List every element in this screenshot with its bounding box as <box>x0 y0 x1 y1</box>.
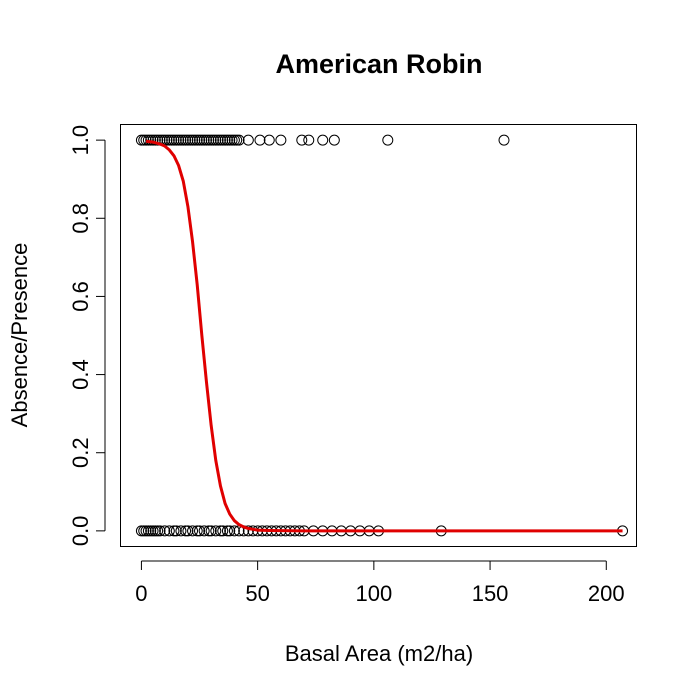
data-point <box>328 134 340 146</box>
fit-line <box>145 139 623 533</box>
data-point <box>224 525 236 537</box>
data-point <box>152 134 164 146</box>
data-point <box>214 134 226 146</box>
data-point <box>145 134 157 146</box>
data-point <box>154 525 166 537</box>
data-point <box>382 134 394 146</box>
data-point <box>203 134 215 146</box>
data-point <box>194 134 206 146</box>
data-points <box>135 134 629 537</box>
x-tick-label: 100 <box>355 581 392 606</box>
data-point <box>168 134 180 146</box>
data-point <box>135 525 147 537</box>
data-point <box>231 134 243 146</box>
data-point <box>175 525 187 537</box>
y-axis: 0.0 0.2 0.4 0.6 0.8 1.0 <box>68 125 106 547</box>
data-point <box>317 134 329 146</box>
data-point <box>254 134 266 146</box>
data-point <box>498 134 510 146</box>
x-tick-label: 50 <box>245 581 269 606</box>
data-point <box>198 525 210 537</box>
data-point <box>275 134 287 146</box>
data-point <box>207 134 219 146</box>
data-point <box>149 525 161 537</box>
data-point <box>140 134 152 146</box>
data-point <box>196 134 208 146</box>
data-point <box>142 525 154 537</box>
data-point <box>187 134 199 146</box>
data-point <box>224 134 236 146</box>
data-point <box>142 134 154 146</box>
data-point <box>161 134 173 146</box>
data-point <box>242 134 254 146</box>
data-point <box>173 134 185 146</box>
data-point <box>296 134 308 146</box>
y-tick-label: 0.2 <box>68 437 93 468</box>
data-point <box>221 525 233 537</box>
x-axis-label: Basal Area (m2/ha) <box>285 641 473 666</box>
data-point <box>147 525 159 537</box>
data-point <box>168 525 180 537</box>
data-point <box>210 525 222 537</box>
plot-area-border <box>120 124 637 547</box>
data-point <box>145 525 157 537</box>
data-point <box>205 134 217 146</box>
data-point <box>201 134 212 146</box>
data-point <box>212 134 224 146</box>
data-point <box>180 134 192 146</box>
x-tick-label: 0 <box>135 581 147 606</box>
data-point <box>214 525 226 537</box>
data-point <box>182 525 194 537</box>
data-point <box>163 134 175 146</box>
data-point <box>228 134 240 146</box>
data-point <box>170 525 182 537</box>
y-tick-label: 0.0 <box>68 516 93 547</box>
data-point <box>303 134 315 146</box>
data-point <box>182 134 194 146</box>
data-point <box>233 134 245 146</box>
data-point <box>198 134 210 146</box>
data-point <box>175 134 187 146</box>
y-tick-label: 0.4 <box>68 359 93 390</box>
data-point <box>187 525 199 537</box>
y-tick-label: 0.8 <box>68 203 93 234</box>
data-point <box>219 134 231 146</box>
data-point <box>163 525 175 537</box>
data-point <box>263 134 275 146</box>
data-point <box>177 134 189 146</box>
data-point <box>170 134 182 146</box>
x-axis: 0 50 100 150 200 <box>135 560 625 606</box>
data-point <box>203 525 215 537</box>
data-point <box>189 134 201 146</box>
data-point <box>149 134 161 146</box>
data-point <box>226 134 238 146</box>
data-point <box>184 134 196 146</box>
data-point <box>140 525 152 537</box>
data-point <box>166 134 178 146</box>
data-point <box>194 525 206 537</box>
data-point <box>191 525 203 537</box>
data-point <box>217 525 229 537</box>
x-tick-label: 150 <box>472 581 509 606</box>
data-point <box>159 525 171 537</box>
fitted-curve <box>145 139 623 533</box>
y-tick-label: 1.0 <box>68 125 93 156</box>
data-point <box>191 134 203 146</box>
chart-title: American Robin <box>275 49 482 79</box>
y-axis-label: Absence/Presence <box>7 243 32 428</box>
data-point <box>217 134 229 146</box>
data-point <box>180 525 192 537</box>
data-point <box>221 134 233 146</box>
data-point <box>210 134 222 146</box>
x-tick-label: 200 <box>588 581 625 606</box>
data-point <box>228 525 240 537</box>
data-point <box>138 525 150 537</box>
data-point <box>152 525 164 537</box>
y-tick-label: 0.6 <box>68 281 93 312</box>
data-point <box>205 525 217 537</box>
